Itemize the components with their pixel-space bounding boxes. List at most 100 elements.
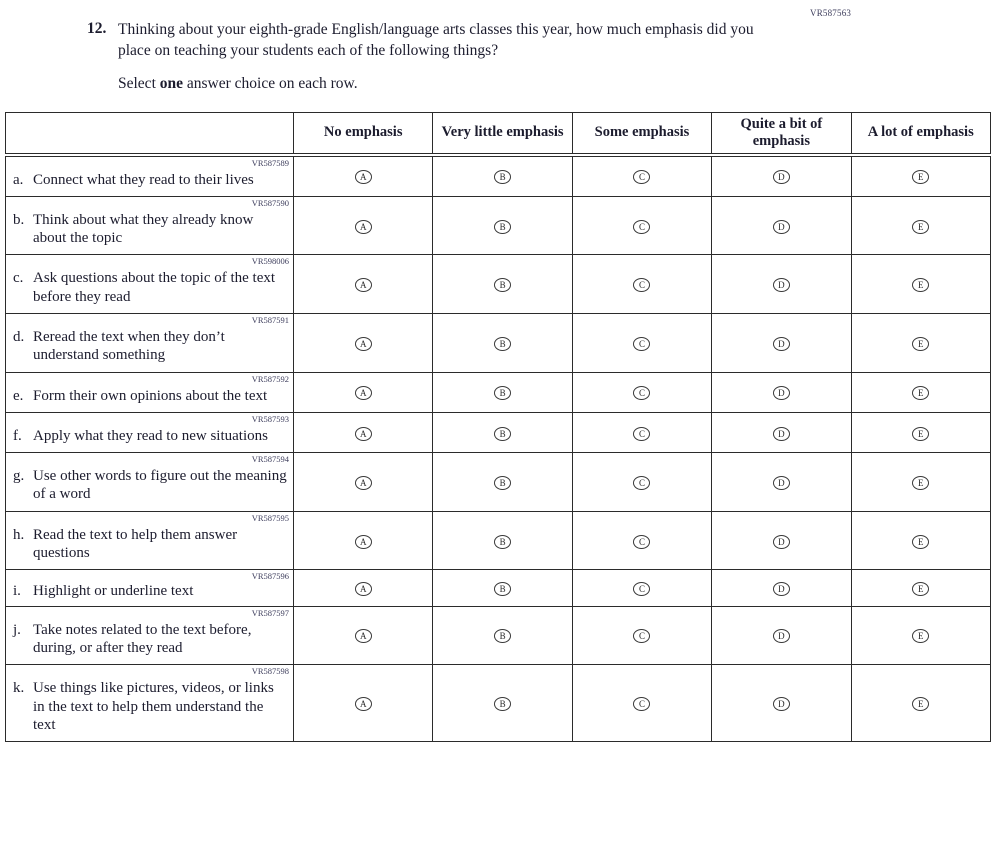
answer-bubble-a[interactable]: A [354,582,372,596]
answer-bubble-c[interactable]: C [633,475,651,490]
answer-bubble-a[interactable]: A [354,426,372,441]
answer-bubble-b[interactable]: B [494,697,512,712]
answer-bubble-d[interactable]: D [772,475,790,490]
answer-bubble-d[interactable]: D [772,629,790,644]
answer-bubble-e[interactable]: E [912,582,930,596]
answer-bubble-d[interactable]: D [772,219,790,234]
column-header: Quite a bit of emphasis [711,112,852,157]
row-label: h. Read the text to help them answer ques… [13,526,288,563]
option-cell: E [850,195,991,256]
option-cell: B [432,254,573,314]
row-code: VR587595 [251,512,289,523]
option-cell: A [292,312,434,373]
answer-bubble-e[interactable]: E [912,629,930,644]
answer-bubble-c[interactable]: C [633,629,651,644]
row-label-cell: VR587590 b. Think about what they already … [5,195,294,256]
answer-bubble-b[interactable]: B [494,582,512,596]
option-cell: A [292,605,434,666]
table-row: VR587598 k. Use things like pictures, vide… [5,664,991,743]
answer-bubble-e[interactable]: E [912,219,930,234]
answer-bubble-a[interactable]: A [354,336,372,351]
answer-bubble-b[interactable]: B [494,426,512,441]
column-header: A lot of emphasis [850,112,991,157]
header-row: No emphasis Very little emphasis Some emph… [5,112,991,157]
row-letter: d. [13,328,25,345]
answer-bubble-c[interactable]: C [633,426,651,441]
option-cell: B [432,664,573,743]
answer-bubble-c[interactable]: C [633,219,651,234]
row-label: i. Highlight or underline text [13,582,288,600]
answer-bubble-a[interactable]: A [354,629,372,644]
option-cell: A [292,195,434,256]
answer-bubble-c[interactable]: C [633,336,651,351]
answer-bubble-b[interactable]: B [494,475,512,490]
instruction-prefix: Select [118,74,160,92]
answer-bubble-d[interactable]: D [772,582,790,596]
answer-bubble-a[interactable]: A [354,697,372,712]
answer-bubble-e[interactable]: E [912,426,930,441]
row-text: Form their own opinions about the text [33,387,268,404]
answer-bubble-b[interactable]: B [494,534,512,549]
row-letter: j. [13,621,21,638]
answer-bubble-a[interactable]: A [354,386,372,401]
option-cell: C [571,569,713,607]
answer-bubble-d[interactable]: D [772,426,790,441]
answer-bubble-d[interactable]: D [772,697,790,712]
answer-bubble-b[interactable]: B [494,278,512,293]
answer-bubble-e[interactable]: E [912,475,930,490]
option-cell: C [571,411,713,454]
answer-bubble-e[interactable]: E [912,697,930,712]
option-cell: D [711,254,852,314]
answer-bubble-b[interactable]: B [494,386,512,401]
option-cell: C [571,605,713,666]
row-code: VR587593 [251,413,289,424]
answer-bubble-a[interactable]: A [354,534,372,549]
answer-bubble-c[interactable]: C [633,534,651,549]
answer-bubble-e[interactable]: E [912,336,930,351]
answer-bubble-b[interactable]: B [494,219,512,234]
option-cell: D [711,452,852,512]
option-cell: B [432,195,573,256]
answer-bubble-e[interactable]: E [912,278,930,293]
answer-bubble-c[interactable]: C [633,278,651,293]
option-cell: E [850,312,991,373]
row-letter: g. [13,468,25,485]
answer-bubble-a[interactable]: A [354,170,372,185]
answer-bubble-e[interactable]: E [912,170,930,185]
answer-bubble-b[interactable]: B [494,629,512,644]
answer-bubble-b[interactable]: B [494,170,512,185]
answer-bubble-d[interactable]: D [772,278,790,293]
instruction-suffix: answer choice on each row. [183,74,358,92]
answer-bubble-e[interactable]: E [912,386,930,401]
option-cell: E [850,605,991,666]
row-label: g. Use other words to figure out the mean… [13,467,288,504]
answer-bubble-e[interactable]: E [912,534,930,549]
option-cell: D [711,371,852,413]
answer-bubble-c[interactable]: C [633,697,651,712]
option-cell: B [432,510,573,571]
answer-bubble-d[interactable]: D [772,336,790,351]
answer-bubble-c[interactable]: C [633,582,651,596]
table-row: VR587595 h. Read the text to help them ans… [5,510,991,571]
answer-bubble-a[interactable]: A [354,219,372,234]
answer-bubble-d[interactable]: D [772,534,790,549]
option-cell: A [292,664,434,743]
answer-bubble-a[interactable]: A [354,278,372,293]
option-cell: C [571,510,713,571]
row-text: Highlight or underline text [33,583,194,600]
answer-bubble-c[interactable]: C [633,386,651,401]
answer-bubble-b[interactable]: B [494,336,512,351]
option-cell: A [292,452,434,512]
column-header: No emphasis [292,112,434,157]
answer-bubble-d[interactable]: D [772,170,790,185]
answer-bubble-d[interactable]: D [772,386,790,401]
answer-bubble-a[interactable]: A [354,475,372,490]
row-text: Reread the text when they don’t understa… [33,328,225,364]
option-cell: B [432,154,573,197]
answer-bubble-c[interactable]: C [633,170,651,185]
header-blank-cell [5,112,294,157]
row-label: e. Form their own opinions about the text [13,387,288,405]
option-cell: C [571,452,713,512]
row-label: a. Connect what they read to their lives [13,171,288,189]
